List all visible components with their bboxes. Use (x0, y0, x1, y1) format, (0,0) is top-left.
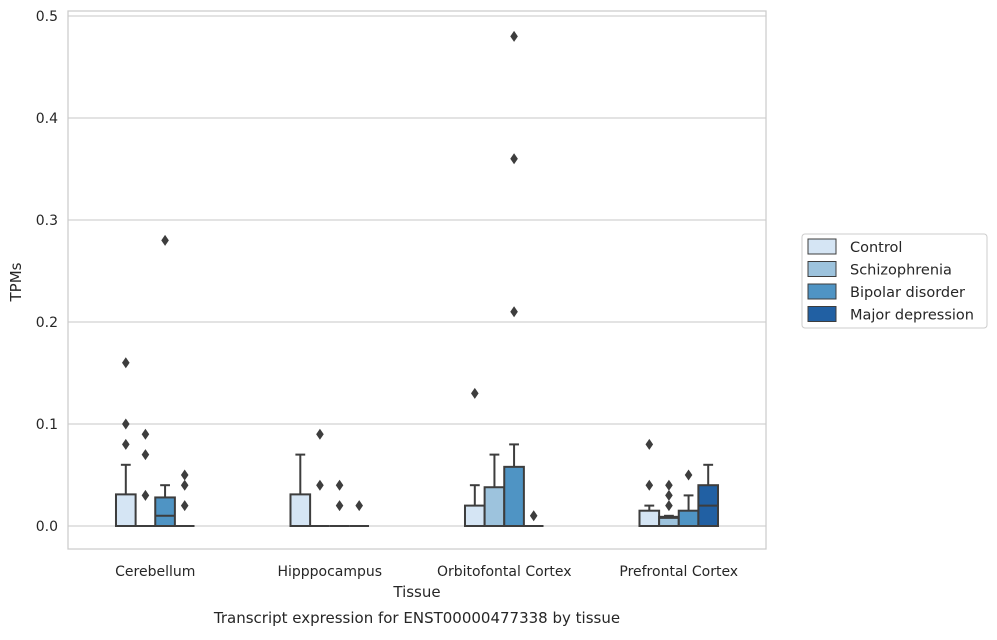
legend-item: Control (807, 238, 902, 256)
box-schizophrenia (483, 453, 506, 527)
legend-swatch (807, 261, 837, 277)
legend-frame (801, 233, 988, 329)
outlier-point (141, 489, 150, 501)
outlier-point (316, 428, 324, 440)
box-body (463, 504, 486, 528)
box-bipolar-disorder (154, 234, 176, 528)
box-body (114, 493, 137, 528)
outlier-point (510, 306, 518, 318)
outlier-point (122, 418, 130, 430)
y-tick-label: 0.2 (36, 315, 58, 331)
legend-label: Bipolar disorder (850, 285, 965, 301)
y-axis-label: TPMs (7, 262, 25, 302)
legend-label: Schizophrenia (850, 263, 952, 279)
box-schizophrenia (135, 428, 156, 527)
gridlines (68, 15, 766, 527)
box-major-depression (349, 500, 370, 527)
box-body (483, 486, 506, 527)
box-control (289, 453, 312, 528)
y-tick-label: 0.3 (36, 213, 58, 229)
x-tick-label: Orbitofontal Cortex (437, 564, 572, 580)
box-control (638, 438, 661, 528)
outlier-point (335, 500, 344, 512)
box-control (463, 387, 486, 528)
box-body (638, 509, 661, 528)
y-tick-labels: 0.0 0.1 0.2 0.3 0.4 0.5 (36, 9, 58, 535)
outlier-point (316, 479, 324, 491)
box-plot-layer (114, 30, 720, 528)
box-bipolar-disorder (677, 469, 700, 528)
y-tick-label: 0.1 (36, 417, 58, 433)
box-major-depression (174, 469, 195, 527)
legend-item: Schizophrenia (807, 261, 952, 279)
legend-items: Control Schizophrenia Bipolar disorder Majo… (807, 238, 974, 324)
x-tick-label: Cerebellum (115, 564, 195, 580)
y-tick-label: 0.5 (36, 9, 58, 25)
box-schizophrenia (658, 479, 680, 528)
legend: Control Schizophrenia Bipolar disorder Majo… (801, 233, 988, 329)
x-tick-labels: Cerebellum Hipppocampus Orbitofontal Corte… (115, 564, 738, 580)
outlier-point (335, 479, 344, 491)
y-tick-label: 0.0 (36, 519, 58, 535)
x-tick-label: Prefrontal Cortex (619, 564, 738, 580)
outlier-point (122, 357, 130, 369)
chart-caption: Transcript expression for ENST0000047733… (213, 609, 620, 627)
outlier-point (161, 234, 169, 246)
outlier-point (180, 469, 189, 481)
outlier-point (122, 438, 130, 450)
x-axis-label: Tissue (392, 583, 440, 601)
outlier-point (529, 510, 538, 522)
outlier-point (180, 500, 189, 512)
legend-swatch (807, 283, 837, 300)
box-control (114, 357, 137, 528)
box-body (677, 509, 700, 528)
outlier-point (645, 438, 654, 450)
outlier-point (665, 500, 673, 512)
box-body (154, 496, 176, 528)
legend-swatch (807, 306, 837, 322)
outlier-point (141, 449, 150, 461)
box-body (289, 493, 312, 528)
outlier-point (471, 387, 479, 399)
outlier-point (684, 469, 693, 481)
outlier-point (510, 153, 518, 165)
legend-item: Major depression (807, 306, 974, 324)
outlier-point (665, 479, 673, 491)
legend-label: Major depression (850, 308, 974, 324)
box-bipolar-disorder (329, 479, 350, 527)
outlier-point (180, 479, 189, 491)
box-major-depression (697, 463, 720, 528)
x-tick-label: Hipppocampus (277, 564, 382, 580)
outlier-point (355, 500, 363, 512)
legend-swatch (807, 238, 837, 255)
box-bipolar-disorder (503, 30, 525, 527)
outlier-point (665, 489, 673, 501)
outlier-point (141, 428, 150, 440)
y-tick-label: 0.4 (36, 111, 58, 127)
box-schizophrenia (310, 428, 330, 527)
legend-item: Bipolar disorder (807, 283, 965, 301)
legend-label: Control (850, 240, 902, 256)
plot-frame (67, 10, 767, 550)
outlier-point (510, 30, 518, 42)
box-body (503, 465, 525, 527)
box-major-depression (523, 510, 544, 527)
outlier-point (645, 479, 654, 491)
